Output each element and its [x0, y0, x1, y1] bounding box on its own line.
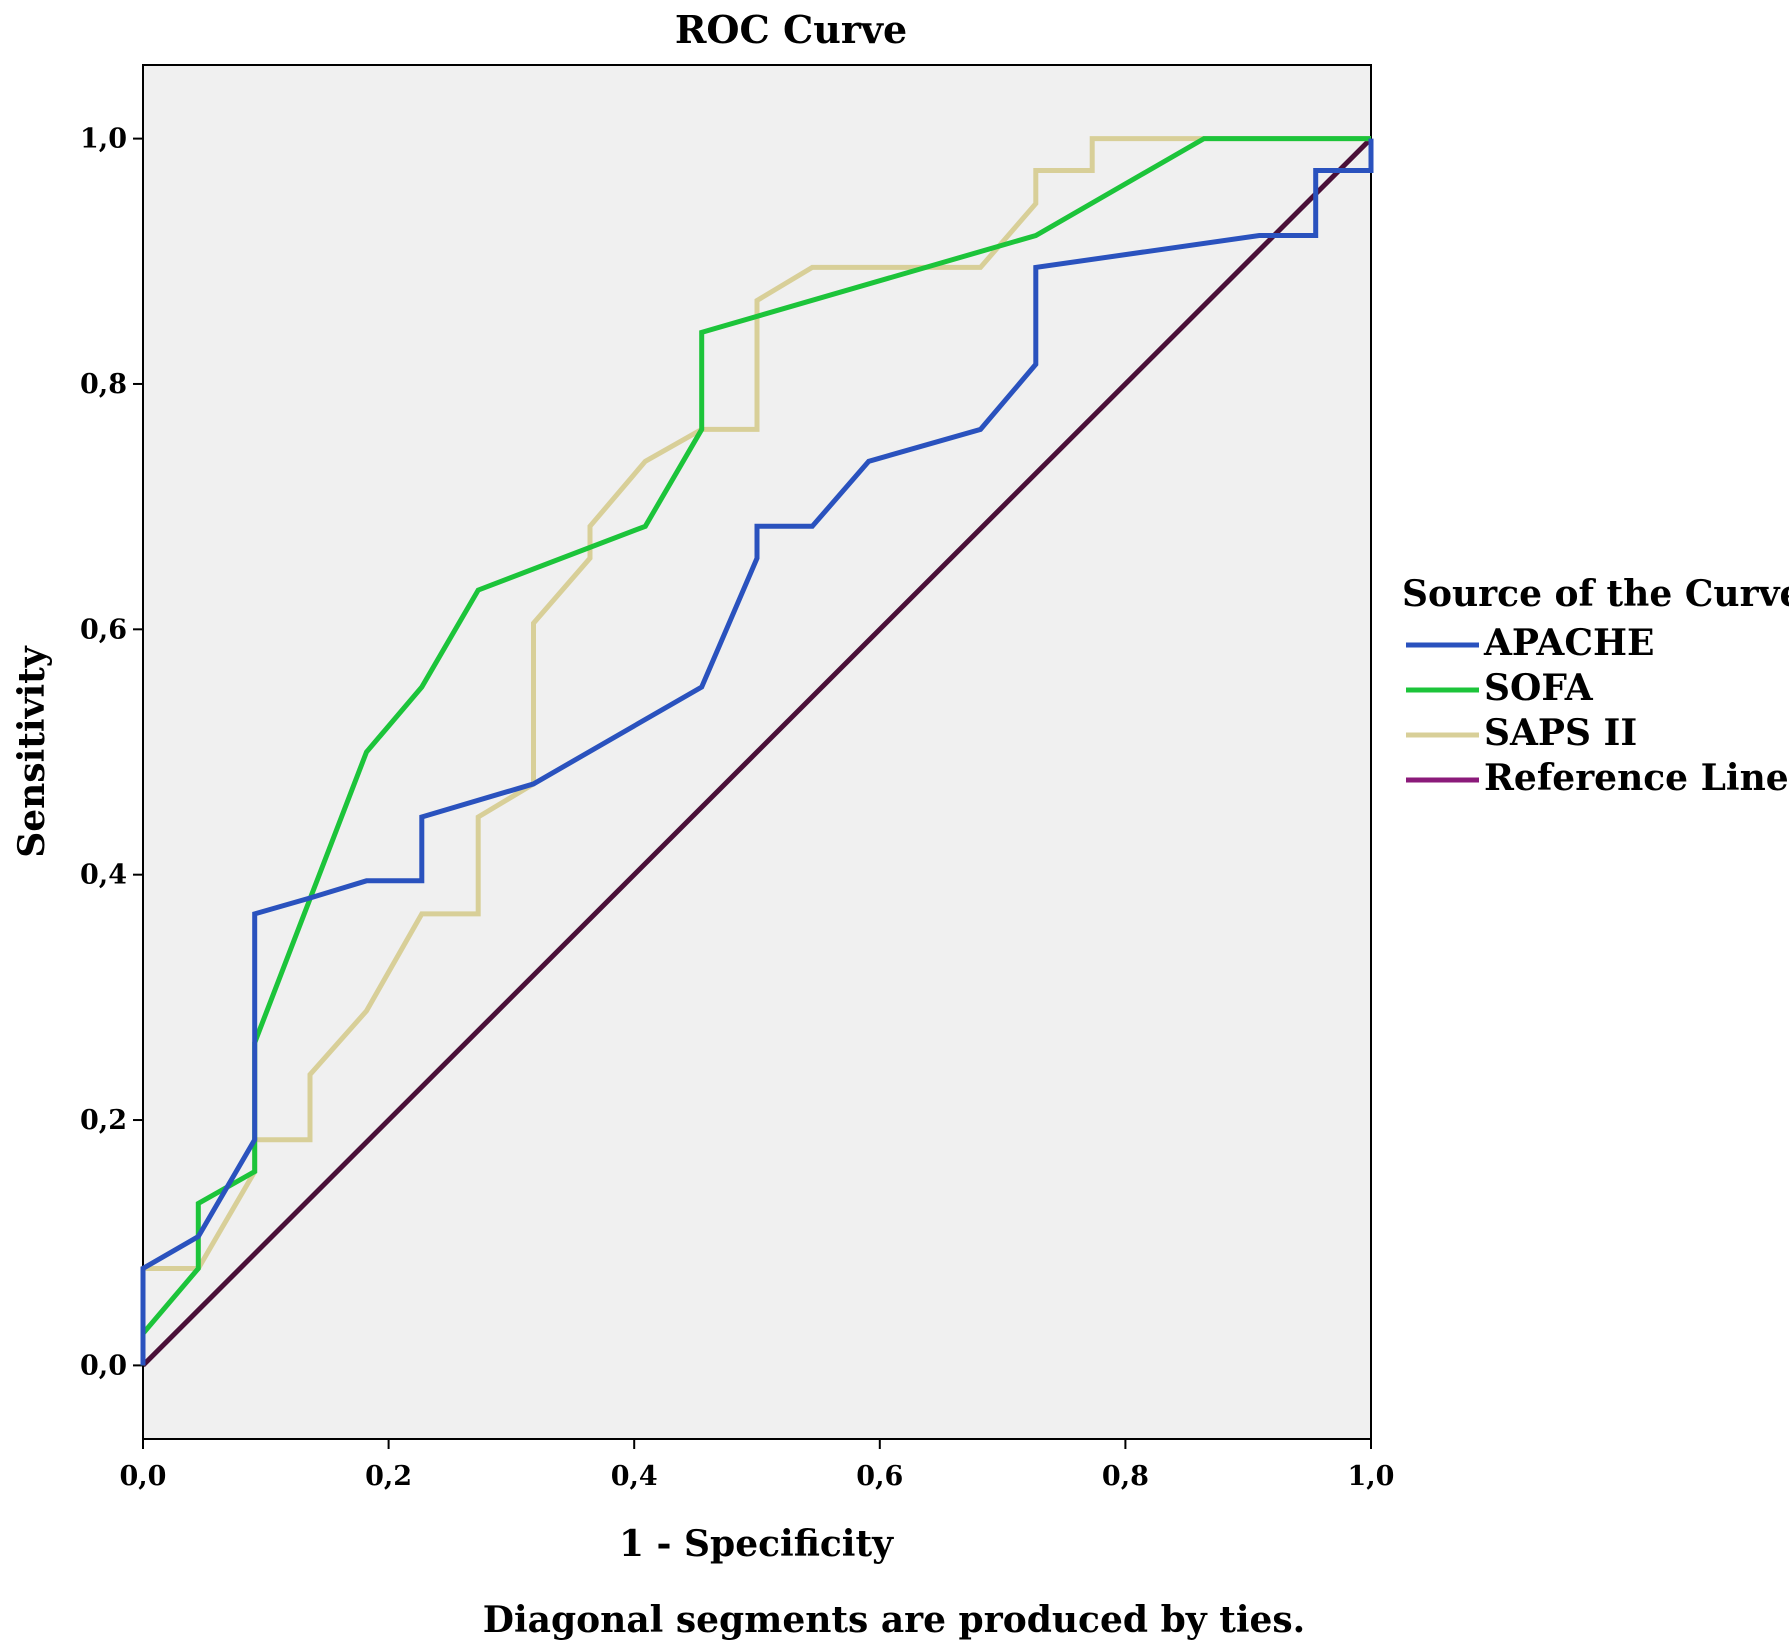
y-axis: 0,0 0,2 0,4 0,6 0,8 1,0: [80, 124, 143, 1381]
x-axis: 0,0 0,2 0,4 0,6 0,8 1,0: [120, 1439, 1395, 1492]
footnote: Diagonal segments are produced by ties.: [483, 1599, 1305, 1641]
x-tick-label: 1,0: [1348, 1461, 1395, 1492]
y-tick-label: 0,4: [80, 860, 127, 891]
series-line-saps-ii: [140, 136, 1371, 1366]
series-layer: [140, 136, 1374, 1368]
series-line-reference-line: [141, 136, 1373, 1368]
x-tick-label: 0,4: [611, 1461, 658, 1492]
legend-label-saps-ii: SAPS II: [1484, 712, 1637, 754]
y-tick-label: 0,2: [80, 1105, 127, 1136]
series-line-apache: [140, 138, 1374, 1366]
legend-label-reference-line: Reference Line: [1484, 757, 1789, 799]
y-axis-label: Sensitivity: [11, 645, 53, 858]
y-tick-label: 0,0: [80, 1350, 127, 1381]
legend-label-apache: APACHE: [1483, 622, 1654, 664]
legend-title: Source of the Curve: [1402, 573, 1789, 615]
x-axis-label: 1 - Specificity: [619, 1523, 894, 1565]
legend-label-sofa: SOFA: [1484, 667, 1594, 709]
series-line-sofa: [140, 136, 1371, 1366]
chart-title: ROC Curve: [675, 7, 907, 52]
y-tick-label: 0,8: [80, 369, 127, 400]
y-tick-label: 0,6: [80, 614, 127, 645]
x-tick-label: 0,2: [365, 1461, 412, 1492]
x-tick-label: 0,0: [120, 1461, 167, 1492]
x-tick-label: 0,8: [1102, 1461, 1149, 1492]
x-tick-label: 0,6: [856, 1461, 903, 1492]
y-tick-label: 1,0: [80, 124, 127, 155]
